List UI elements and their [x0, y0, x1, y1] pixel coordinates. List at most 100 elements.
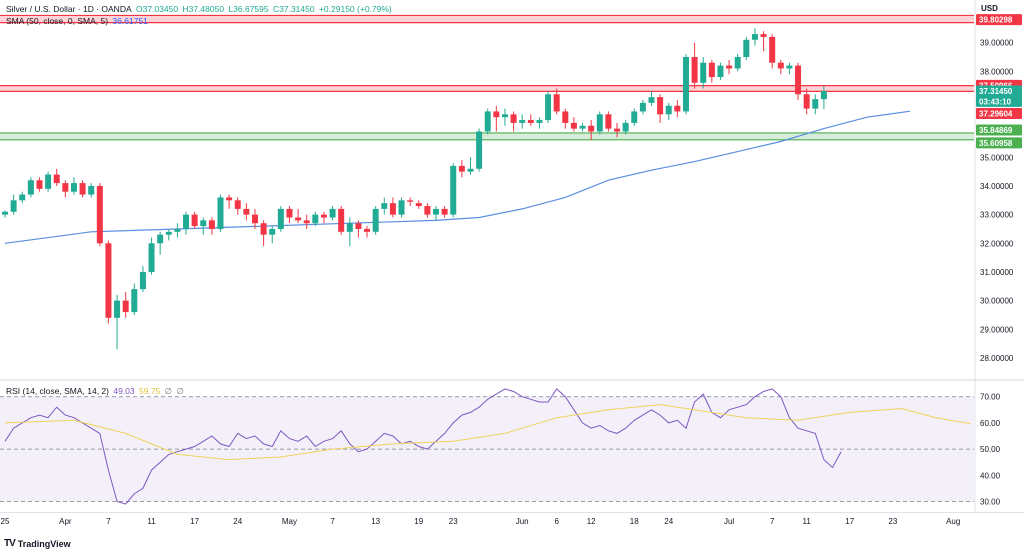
time-tick-label: 7	[770, 517, 775, 526]
candle-body	[355, 223, 362, 229]
candle-body	[726, 65, 733, 69]
price-tag-resistance	[976, 14, 1022, 26]
candle-body	[553, 94, 560, 112]
candle-body	[88, 185, 95, 195]
candle-body	[226, 197, 233, 201]
candle-body	[458, 165, 465, 172]
candle-body	[157, 234, 164, 244]
candle-body	[277, 208, 284, 229]
sma-line	[4, 110, 911, 244]
candle-body	[320, 214, 327, 218]
candle-body	[243, 208, 250, 215]
time-tick-label: May	[282, 517, 297, 526]
candle-body	[79, 183, 86, 195]
candle-body	[312, 214, 319, 224]
rsi-extra-1: ∅	[164, 386, 173, 396]
candle-body	[605, 114, 612, 129]
price-legend: Silver / U.S. Dollar · 1D · OANDA O37.03…	[6, 4, 394, 14]
rsi-tick-label: 50.00	[980, 445, 1001, 454]
candle-body	[424, 206, 431, 215]
candle-body	[484, 111, 491, 132]
resistance-zone-0	[0, 15, 974, 23]
close-value: C37.31450	[273, 4, 315, 14]
candle-body	[570, 122, 577, 129]
time-tick-label: 6	[554, 517, 559, 526]
candle-body	[812, 99, 819, 109]
time-tick-label: Apr	[59, 517, 72, 526]
candle-body	[398, 200, 405, 215]
candle-body	[708, 62, 715, 78]
candle-body	[820, 91, 827, 100]
candle-body	[415, 203, 422, 207]
price-tick-label: 31.00000	[980, 268, 1014, 277]
price-tick-label: 39.00000	[980, 39, 1014, 48]
candle-body	[139, 271, 146, 290]
candle-body	[286, 208, 293, 218]
sma-value: 36.61751	[112, 16, 148, 26]
candle-body	[510, 114, 517, 123]
candle-body	[493, 111, 500, 118]
open-value: O37.03450	[136, 4, 179, 14]
candle-body	[536, 120, 543, 123]
rsi-ma-line	[4, 404, 971, 461]
price-tag-label: 37.31450	[979, 87, 1013, 96]
rsi-tick-label: 40.00	[980, 471, 1001, 480]
candle-body	[122, 300, 129, 313]
candle-body	[545, 94, 552, 121]
candle-body	[795, 65, 802, 95]
price-tag-support	[976, 137, 1022, 149]
candle-body	[450, 165, 457, 215]
candle-body	[674, 105, 681, 112]
candle-body	[269, 228, 276, 235]
tradingview-logo: TV TradingView	[4, 538, 71, 549]
candle-body	[588, 125, 595, 132]
candle-body	[562, 111, 569, 123]
candle-body	[743, 39, 750, 57]
candle-body	[217, 197, 224, 229]
candle-body	[165, 231, 172, 235]
candle-body	[648, 97, 655, 103]
candle-body	[476, 131, 483, 169]
candle-body	[691, 56, 698, 83]
time-tick-label: 7	[106, 517, 111, 526]
candle-body	[191, 214, 198, 227]
time-tick-label: 12	[587, 517, 596, 526]
time-tick-label: 18	[630, 517, 639, 526]
candle-body	[700, 62, 707, 83]
price-tick-label: 32.00000	[980, 239, 1014, 248]
rsi-tick-label: 30.00	[980, 498, 1001, 507]
candle-body	[346, 223, 353, 232]
low-value: L36.67595	[228, 4, 269, 14]
candle-body	[639, 102, 646, 112]
rsi-legend: RSI (14, close, SMA, 14, 2) 49.03 59.75 …	[6, 386, 186, 397]
high-value: H37.48050	[182, 4, 225, 14]
time-tick-label: 24	[233, 517, 242, 526]
time-tick-label: Jun	[516, 517, 529, 526]
rsi-label: RSI (14, close, SMA, 14, 2)	[6, 386, 109, 396]
candle-body	[131, 289, 138, 313]
price-tag-support	[976, 124, 1022, 136]
candle-body	[329, 208, 336, 218]
candle-body	[96, 185, 103, 244]
price-tag-resistance	[976, 107, 1022, 119]
rsi-extra-2: ∅	[176, 386, 184, 396]
price-tick-label: 29.00000	[980, 325, 1014, 334]
price-tag-label: 37.29604	[979, 109, 1013, 118]
candle-body	[148, 243, 155, 272]
time-tick-label: 19	[414, 517, 423, 526]
support-zone-2	[0, 132, 974, 140]
price-tag-label: 35.60958	[979, 139, 1013, 148]
price-tag-countdown	[976, 95, 1022, 107]
candle-body	[657, 97, 664, 115]
price-tag-label: 35.84869	[979, 126, 1013, 135]
candle-body	[19, 194, 26, 201]
time-tick-label: 17	[845, 517, 854, 526]
candle-body	[105, 243, 112, 318]
candle-body	[717, 65, 724, 78]
tradingview-icon: TV	[4, 538, 16, 549]
candle-body	[251, 214, 258, 224]
price-tick-label: 33.00000	[980, 211, 1014, 220]
time-tick-label: 11	[147, 517, 156, 526]
candle-body	[27, 180, 34, 195]
